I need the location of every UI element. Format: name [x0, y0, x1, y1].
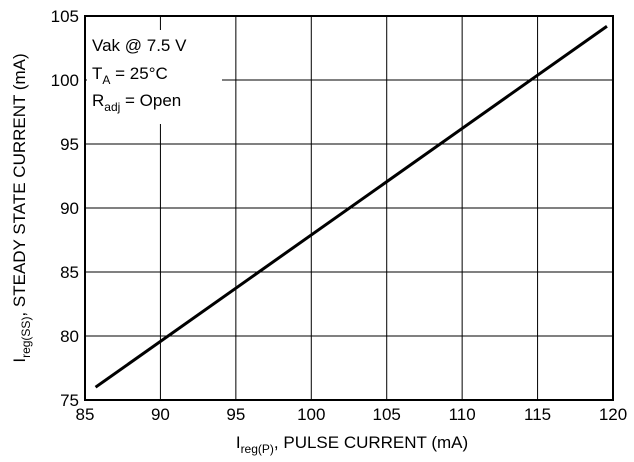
x-axis-label: Ireg(P), PULSE CURRENT (mA): [236, 433, 468, 456]
y-tick-label: 100: [51, 71, 79, 90]
tick-labels: 85 90 95 100 105 110 115 120 75 80 85 90 95 100 105: [51, 7, 628, 424]
y-tick-label: 80: [60, 327, 79, 346]
grid: [84, 15, 614, 401]
annotation-line-2: TA = 25°C: [92, 64, 168, 87]
x-tick-label: 95: [226, 405, 245, 424]
x-tick-label: 110: [449, 405, 476, 424]
x-tick-label: 105: [373, 405, 401, 424]
y-axis-label: Ireg(SS), STEADY STATE CURRENT (mA): [10, 53, 33, 362]
x-tick-label: 85: [76, 405, 95, 424]
x-tick-label: 100: [297, 405, 325, 424]
annotation-line-3: Radj = Open: [92, 91, 181, 114]
y-tick-label: 85: [60, 263, 79, 282]
annotation-line-1: Vak @ 7.5 V: [92, 36, 187, 55]
y-tick-label: 75: [60, 391, 79, 410]
y-tick-label: 95: [60, 135, 79, 154]
x-tick-label: 115: [524, 405, 551, 424]
series-line-0: [94, 25, 608, 389]
y-tick-label: 90: [60, 199, 79, 218]
plot-frame: [84, 15, 614, 401]
x-tick-label: 120: [599, 405, 627, 424]
annotation-box: [87, 30, 222, 124]
x-tick-label: 90: [151, 405, 170, 424]
series-layer: [94, 25, 608, 389]
y-tick-label: 105: [51, 7, 79, 26]
